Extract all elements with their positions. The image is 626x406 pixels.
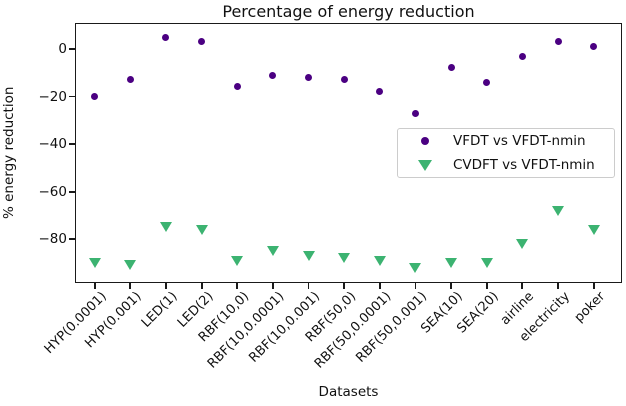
data-point [411,109,419,117]
data-point [447,64,455,72]
data-point [445,258,458,269]
x-tick-mark [307,283,310,289]
data-point [266,246,279,257]
data-point [587,224,600,235]
x-tick-mark [450,283,452,289]
data-point [518,52,526,60]
x-tick-mark [521,283,524,289]
circle-marker-icon [421,137,429,145]
data-point [305,73,313,81]
data-point [373,255,386,266]
legend-item-cvdft: CVDFT vs VFDT-nmin [398,153,614,177]
legend-item-vfdt: VFDT vs VFDT-nmin [398,129,614,153]
x-tick-mark [93,283,96,289]
x-tick-mark [414,283,417,289]
data-point [338,253,351,264]
y-tick-label: −40 [38,136,68,153]
data-point [231,255,244,266]
legend-marker-box [410,137,440,145]
data-point [162,33,170,41]
data-point [480,258,493,269]
data-point [91,93,99,100]
x-tick-mark [485,283,488,289]
data-point [159,222,172,233]
y-tick-mark [69,48,75,50]
triangle-down-marker-icon [418,159,432,171]
chart-title: Percentage of energy reduction [222,2,475,21]
data-point [516,238,529,249]
data-point [590,43,598,51]
x-tick-mark [557,283,559,289]
y-tick-mark [69,95,75,98]
y-tick-label: −80 [38,231,68,248]
data-point [195,224,208,235]
data-point [124,260,137,271]
x-tick-mark [236,283,239,289]
x-tick-mark [592,283,595,289]
legend-marker-box [410,159,440,171]
data-point [409,262,422,273]
x-tick-label: poker [571,289,609,326]
y-tick-label: −20 [38,88,68,105]
x-tick-mark [378,283,381,289]
data-point [554,38,562,46]
data-point [302,250,315,261]
x-axis-label: Datasets [318,384,379,400]
data-point [376,88,384,96]
x-tick-mark [343,283,346,289]
data-point [340,76,348,84]
x-tick-mark [129,283,132,289]
legend-label: CVDFT vs VFDT-nmin [453,157,595,173]
x-tick-mark [272,283,274,289]
y-tick-mark [69,238,75,241]
data-point [269,71,277,79]
data-point [233,83,241,91]
legend: VFDT vs VFDT-nmin CVDFT vs VFDT-nmin [397,128,615,178]
data-point [552,205,565,216]
y-tick-label: −60 [38,183,68,200]
y-tick-mark [69,143,75,145]
data-point [126,76,134,84]
x-tick-mark [200,283,203,289]
y-tick-label: 0 [58,40,67,57]
data-point [483,78,491,86]
x-tick-label: LED(1) [138,289,181,331]
data-points-layer [75,23,622,283]
y-tick-mark [69,190,75,193]
x-tick-mark [165,283,167,289]
data-point [88,258,101,269]
legend-label: VFDT vs VFDT-nmin [453,133,586,149]
data-point [198,38,206,46]
